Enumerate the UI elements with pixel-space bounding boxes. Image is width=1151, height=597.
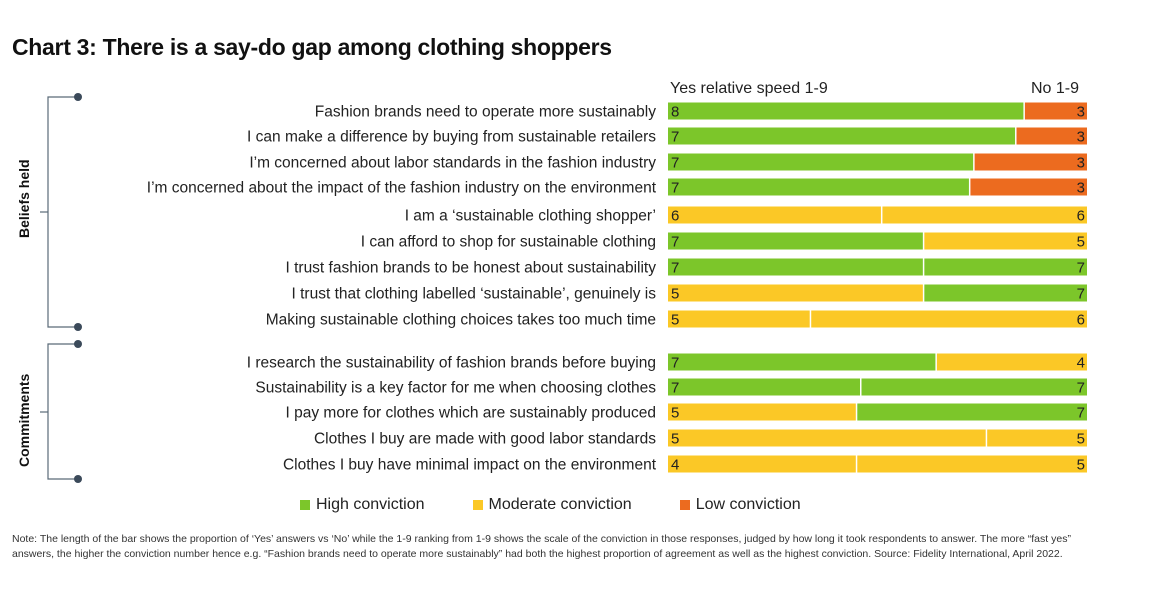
row-label: I can make a difference by buying from s… xyxy=(247,129,656,146)
bar-yes-score: 7 xyxy=(671,355,679,372)
bar-no-score: 7 xyxy=(1077,405,1085,422)
bar-no xyxy=(923,232,1087,250)
bar-no xyxy=(1015,127,1087,145)
bar-no-score: 5 xyxy=(1077,431,1085,448)
bar-no xyxy=(923,258,1087,276)
legend-swatch-high xyxy=(300,500,310,510)
bar-yes xyxy=(668,378,861,396)
row-label: Making sustainable clothing choices take… xyxy=(266,312,656,329)
group-bracket-1 xyxy=(47,343,78,480)
bar-no xyxy=(923,284,1087,302)
legend-swatch-low xyxy=(679,500,690,510)
bar-no xyxy=(973,153,1087,171)
bar-yes-score: 8 xyxy=(671,104,679,121)
no-column-header: No 1-9 xyxy=(1031,80,1080,97)
group-label-beliefs: Beliefs held xyxy=(16,159,32,238)
group-bracket-dot-top-1 xyxy=(74,340,82,348)
bar-no-score: 3 xyxy=(1077,180,1085,197)
bar-yes-score: 5 xyxy=(671,431,679,448)
row-label: I’m concerned about the impact of the fa… xyxy=(147,180,657,197)
bar-no xyxy=(856,455,1087,473)
bar-yes-score: 7 xyxy=(671,155,679,172)
bar-no-score: 7 xyxy=(1077,380,1085,397)
group-bracket-dot-bottom-0 xyxy=(74,323,82,331)
bar-no xyxy=(856,403,1087,421)
bar-yes xyxy=(668,232,924,250)
group-label-commitments: Commitments xyxy=(16,373,32,467)
bar-yes-score: 7 xyxy=(671,234,679,251)
bar-yes xyxy=(668,429,987,447)
legend-item-low: Low conviction xyxy=(679,496,801,514)
group-bracket-0 xyxy=(47,96,78,328)
bar-no-score: 5 xyxy=(1077,234,1085,251)
chart-note: Note: The length of the bar shows the pr… xyxy=(12,533,1071,560)
bar-no-score: 3 xyxy=(1077,155,1085,172)
bar-no xyxy=(810,310,1087,328)
bar-yes-score: 5 xyxy=(671,286,679,303)
bar-no-score: 3 xyxy=(1077,104,1085,121)
bar-yes-score: 7 xyxy=(671,180,679,197)
bar-no-score: 6 xyxy=(1077,312,1085,329)
bar-yes xyxy=(668,258,924,276)
bar-no xyxy=(969,178,1087,196)
row-label: I trust fashion brands to be honest abou… xyxy=(285,260,656,277)
yes-column-header: Yes relative speed 1-9 xyxy=(670,80,828,97)
bar-yes xyxy=(668,353,937,371)
bar-yes-score: 4 xyxy=(671,457,679,474)
bar-no xyxy=(986,429,1087,447)
row-label: I research the sustainability of fashion… xyxy=(247,355,656,372)
row-label: I can afford to shop for sustainable clo… xyxy=(361,234,656,251)
bar-no-score: 7 xyxy=(1077,260,1085,277)
row-label: I’m concerned about labor standards in t… xyxy=(249,155,656,172)
group-bracket-dot-top-0 xyxy=(74,93,82,101)
bar-yes-score: 7 xyxy=(671,380,679,397)
bar-yes xyxy=(668,403,857,421)
legend-swatch-moderate xyxy=(472,500,483,510)
bar-no-score: 4 xyxy=(1077,355,1085,372)
legend: High conviction Moderate conviction Low … xyxy=(300,496,849,514)
bar-no xyxy=(936,353,1087,371)
row-label: I pay more for clothes which are sustain… xyxy=(286,405,656,422)
row-label: Clothes I buy have minimal impact on the… xyxy=(283,457,657,474)
bar-no-score: 6 xyxy=(1077,208,1085,225)
row-label: I trust that clothing labelled ‘sustaina… xyxy=(292,286,657,303)
bar-yes xyxy=(668,455,857,473)
bar-yes-score: 6 xyxy=(671,208,679,225)
bar-yes xyxy=(668,102,1025,120)
bar-yes-score: 7 xyxy=(671,260,679,277)
legend-item-high: High conviction xyxy=(300,496,425,514)
group-bracket-dot-bottom-1 xyxy=(74,475,82,483)
bar-yes xyxy=(668,153,974,171)
row-label: I am a ‘sustainable clothing shopper’ xyxy=(405,208,656,225)
bar-no-score: 7 xyxy=(1077,286,1085,303)
legend-item-moderate: Moderate conviction xyxy=(472,496,632,514)
bar-no-score: 3 xyxy=(1077,129,1085,146)
bar-yes-score: 7 xyxy=(671,129,679,146)
bar-yes xyxy=(668,127,1016,145)
legend-label-moderate: Moderate conviction xyxy=(488,496,632,513)
row-label: Sustainability is a key factor for me wh… xyxy=(255,380,656,397)
bar-yes xyxy=(668,178,970,196)
bar-yes xyxy=(668,310,811,328)
bar-no xyxy=(1024,102,1087,120)
bar-yes-score: 5 xyxy=(671,312,679,329)
bar-yes xyxy=(668,206,882,224)
row-label: Fashion brands need to operate more sust… xyxy=(315,104,656,121)
bar-yes-score: 5 xyxy=(671,405,679,422)
bar-no-score: 5 xyxy=(1077,457,1085,474)
chart-title: Chart 3: There is a say-do gap among clo… xyxy=(12,34,612,60)
row-label: Clothes I buy are made with good labor s… xyxy=(314,431,656,448)
legend-label-low: Low conviction xyxy=(695,496,801,513)
legend-label-high: High conviction xyxy=(316,496,425,513)
bar-no xyxy=(881,206,1087,224)
bar-no xyxy=(860,378,1087,396)
bar-yes xyxy=(668,284,924,302)
